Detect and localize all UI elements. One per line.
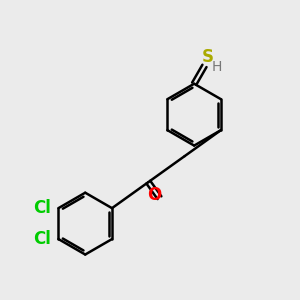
Text: H: H <box>212 60 222 74</box>
Text: Cl: Cl <box>33 199 51 217</box>
Text: O: O <box>147 186 161 204</box>
Text: S: S <box>202 48 214 66</box>
Text: Cl: Cl <box>33 230 51 248</box>
